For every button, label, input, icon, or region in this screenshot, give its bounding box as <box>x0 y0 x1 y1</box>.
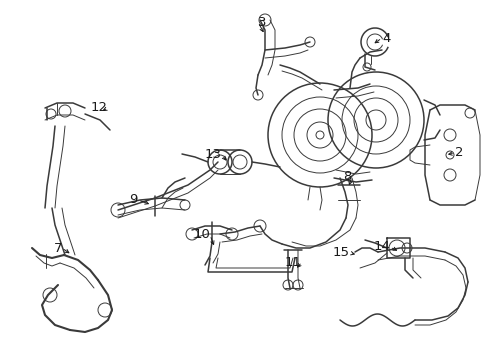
Text: 5: 5 <box>487 221 488 234</box>
Text: 10: 10 <box>193 229 209 242</box>
Text: 3: 3 <box>258 15 266 28</box>
Text: 2: 2 <box>454 147 463 159</box>
Text: 14: 14 <box>372 240 389 253</box>
Text: 13: 13 <box>204 148 222 162</box>
Text: 4: 4 <box>381 31 389 45</box>
Text: 8: 8 <box>343 171 351 184</box>
Text: 12: 12 <box>91 102 108 114</box>
Text: 9: 9 <box>129 193 138 207</box>
Text: 7: 7 <box>53 242 62 255</box>
Text: 15: 15 <box>332 247 349 260</box>
Text: 11: 11 <box>285 256 302 269</box>
